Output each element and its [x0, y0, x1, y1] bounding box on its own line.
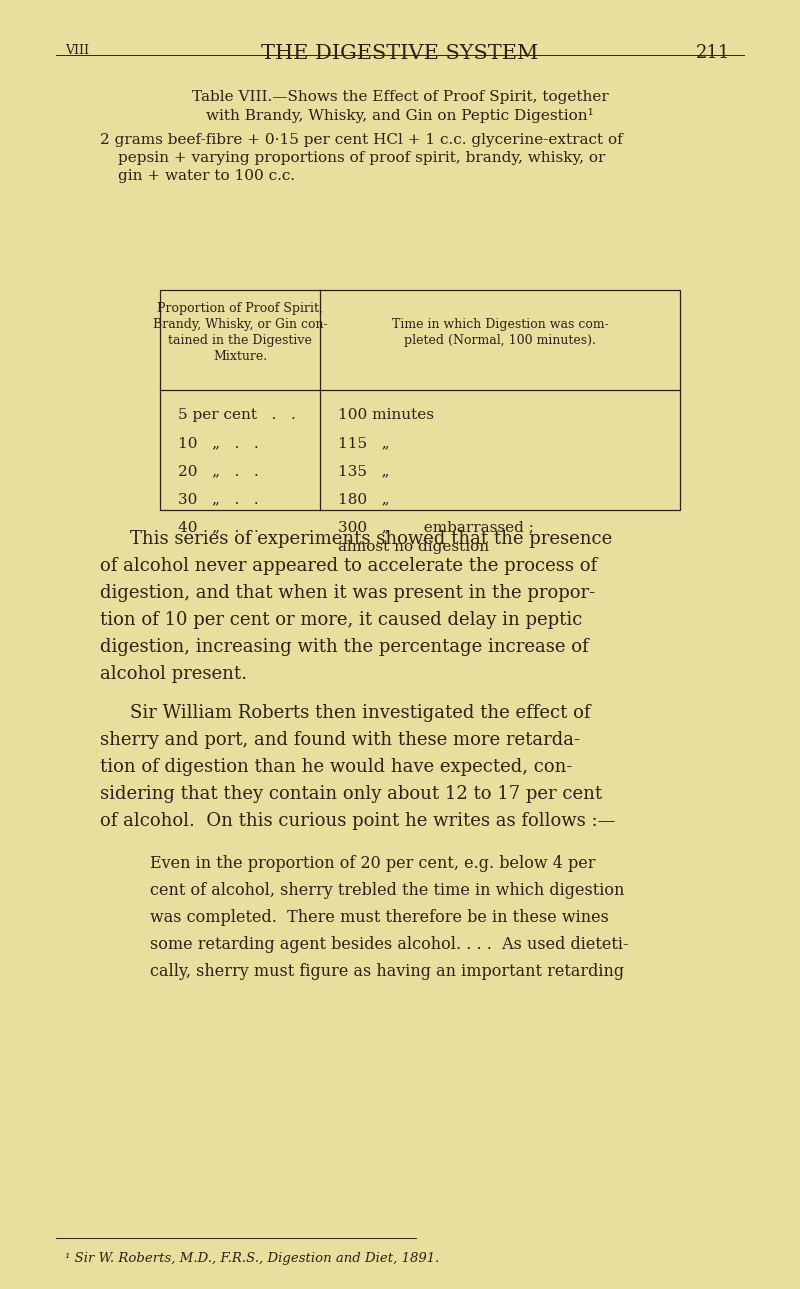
Text: digestion, increasing with the percentage increase of: digestion, increasing with the percentag… [100, 638, 589, 656]
Text: 211: 211 [696, 44, 730, 62]
Text: sidering that they contain only about 12 to 17 per cent: sidering that they contain only about 12… [100, 785, 602, 803]
Text: was completed.  There must therefore be in these wines: was completed. There must therefore be i… [150, 909, 609, 926]
Text: 180   „: 180 „ [338, 492, 390, 507]
Text: digestion, and that when it was present in the propor-: digestion, and that when it was present … [100, 584, 595, 602]
Text: 10   „   .   .: 10 „ . . [178, 436, 258, 450]
Text: almost no digestion: almost no digestion [338, 540, 489, 554]
Text: gin + water to 100 c.c.: gin + water to 100 c.c. [118, 169, 295, 183]
Text: sherry and port, and found with these more retarda-: sherry and port, and found with these mo… [100, 731, 580, 749]
Text: 40   „   .   .: 40 „ . . [178, 519, 258, 534]
Text: with Brandy, Whisky, and Gin on Peptic Digestion¹: with Brandy, Whisky, and Gin on Peptic D… [206, 108, 594, 122]
Text: Even in the proportion of 20 per cent, e.g. below 4 per: Even in the proportion of 20 per cent, e… [150, 855, 595, 871]
Text: This series of experiments showed that the presence: This series of experiments showed that t… [130, 530, 612, 548]
Text: 2 grams beef-fibre + 0·15 per cent HCl + 1 c.c. glycerine-extract of: 2 grams beef-fibre + 0·15 per cent HCl +… [100, 133, 622, 147]
Text: 135   „: 135 „ [338, 464, 390, 478]
Text: 20   „   .   .: 20 „ . . [178, 464, 258, 478]
Text: Table VIII.—Shows the Effect of Proof Spirit, together: Table VIII.—Shows the Effect of Proof Sp… [192, 90, 608, 104]
Text: 300   „       embarrassed ;: 300 „ embarrassed ; [338, 519, 534, 534]
Text: of alcohol never appeared to accelerate the process of: of alcohol never appeared to accelerate … [100, 557, 597, 575]
Text: Time in which Digestion was com-: Time in which Digestion was com- [392, 318, 608, 331]
Text: of alcohol.  On this curious point he writes as follows :—: of alcohol. On this curious point he wri… [100, 812, 615, 830]
Text: pleted (Normal, 100 minutes).: pleted (Normal, 100 minutes). [404, 334, 596, 347]
Text: ¹ Sir W. Roberts, M.D., F.R.S., Digestion and Diet, 1891.: ¹ Sir W. Roberts, M.D., F.R.S., Digestio… [65, 1252, 439, 1265]
Text: alcohol present.: alcohol present. [100, 665, 247, 683]
Text: tained in the Digestive: tained in the Digestive [168, 334, 312, 347]
Text: Mixture.: Mixture. [213, 351, 267, 363]
Text: some retarding agent besides alcohol. . . .  As used dieteti-: some retarding agent besides alcohol. . … [150, 936, 629, 953]
Text: 115   „: 115 „ [338, 436, 390, 450]
Text: 5 per cent   .   .: 5 per cent . . [178, 409, 296, 422]
Text: Brandy, Whisky, or Gin con-: Brandy, Whisky, or Gin con- [153, 318, 327, 331]
Text: Sir William Roberts then investigated the effect of: Sir William Roberts then investigated th… [130, 704, 590, 722]
Text: cent of alcohol, sherry trebled the time in which digestion: cent of alcohol, sherry trebled the time… [150, 882, 624, 898]
Text: 30   „   .   .: 30 „ . . [178, 492, 258, 507]
Text: tion of digestion than he would have expected, con-: tion of digestion than he would have exp… [100, 758, 572, 776]
Text: pepsin + varying proportions of proof spirit, brandy, whisky, or: pepsin + varying proportions of proof sp… [118, 151, 606, 165]
Text: Proportion of Proof Spirit,: Proportion of Proof Spirit, [157, 302, 323, 315]
Text: tion of 10 per cent or more, it caused delay in peptic: tion of 10 per cent or more, it caused d… [100, 611, 582, 629]
Bar [160, 290, 680, 510]
Text: THE DIGESTIVE SYSTEM: THE DIGESTIVE SYSTEM [262, 44, 538, 63]
Text: 100 minutes: 100 minutes [338, 409, 434, 422]
Text: cally, sherry must figure as having an important retarding: cally, sherry must figure as having an i… [150, 963, 624, 980]
Text: VIII: VIII [65, 44, 89, 57]
